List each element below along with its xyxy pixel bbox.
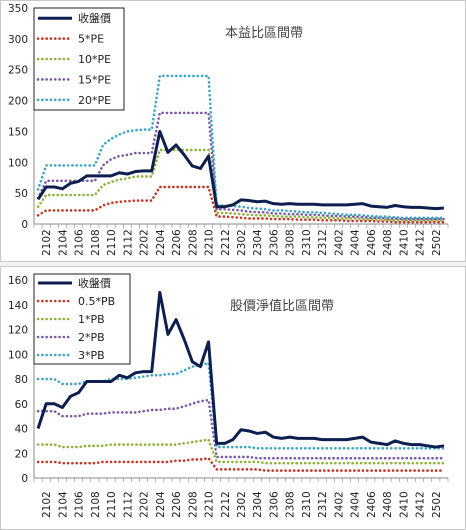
x-tick-label: 2104 bbox=[57, 229, 69, 256]
x-tick-label: 2112 bbox=[122, 229, 134, 256]
series-line-3 bbox=[36, 111, 446, 221]
pb-band-chart: 0 20 40 60 80 100 120 140 160 2102 2104 2106 2108 211… bbox=[8, 273, 449, 518]
x-tick-label: 2112 bbox=[122, 491, 134, 518]
series-line-0 bbox=[36, 129, 445, 211]
legend-label: 10*PE bbox=[78, 53, 111, 66]
legend-label: 20*PE bbox=[78, 94, 111, 107]
x-tick-label: 2310 bbox=[301, 229, 313, 256]
legend-label: 15*PE bbox=[78, 73, 111, 86]
chart-title: 本益比區間帶 bbox=[225, 26, 303, 41]
y-tick-label: 0 bbox=[21, 219, 28, 231]
x-tick-label: 2204 bbox=[155, 229, 167, 256]
legend-label: 3*PB bbox=[78, 349, 105, 362]
x-tick-label: 2204 bbox=[155, 491, 167, 518]
x-tick-label: 2108 bbox=[90, 229, 102, 256]
y-tick-label: 200 bbox=[8, 96, 28, 108]
legend-box bbox=[33, 7, 125, 111]
y-tick-label: 140 bbox=[8, 300, 28, 312]
x-tick-label: 2412 bbox=[415, 491, 427, 518]
x-tick-label: 2410 bbox=[398, 229, 410, 256]
series-line-3 bbox=[36, 398, 446, 460]
x-tick-label: 2210 bbox=[204, 229, 216, 256]
x-tick-label: 2302 bbox=[236, 491, 248, 518]
y-tick-label: 100 bbox=[8, 157, 28, 169]
x-tick-label: 2308 bbox=[285, 229, 297, 256]
legend-label: 2*PB bbox=[78, 331, 105, 344]
x-tick-label: 2404 bbox=[350, 229, 362, 256]
y-tick-label: 150 bbox=[8, 126, 28, 138]
chart-legend: 收盤價 0.5*PB 1*PB 2*PB 3*PB bbox=[33, 273, 131, 365]
y-tick-label: 50 bbox=[15, 188, 28, 200]
x-tick-label: 2502 bbox=[431, 491, 443, 518]
chart-title: 股價淨值比區間帶 bbox=[230, 298, 334, 314]
y-tick-label: 0 bbox=[21, 473, 28, 485]
x-tick-label: 2502 bbox=[431, 229, 443, 256]
y-tick-label: 300 bbox=[8, 34, 28, 46]
legend-label: 5*PE bbox=[78, 33, 104, 46]
x-tick-label: 2206 bbox=[171, 229, 183, 256]
y-tick-label: 160 bbox=[8, 275, 28, 287]
series-line-4 bbox=[36, 74, 446, 220]
pe-band-chart-panel: 0 50 100 150 200 250 300 350 2102 2104 2106 2108 211… bbox=[0, 0, 466, 262]
x-tick-label: 2102 bbox=[41, 229, 53, 256]
x-tick-label: 2206 bbox=[171, 491, 183, 518]
y-tick-label: 40 bbox=[15, 424, 28, 436]
x-tick-label: 2412 bbox=[415, 229, 427, 256]
x-tick-label: 2402 bbox=[333, 229, 345, 256]
x-tick-label: 2406 bbox=[366, 491, 378, 518]
series-line-1 bbox=[36, 456, 446, 472]
x-tick-label: 2208 bbox=[187, 491, 199, 518]
pb-band-chart-panel: 0 20 40 60 80 100 120 140 160 2102 2104 2106 2108 211… bbox=[0, 266, 466, 530]
legend-label: 1*PB bbox=[78, 313, 105, 326]
y-tick-label: 100 bbox=[8, 349, 28, 361]
x-tick-label: 2408 bbox=[382, 491, 394, 518]
panel-divider bbox=[0, 262, 466, 266]
pe-band-chart: 0 50 100 150 200 250 300 350 2102 2104 2106 2108 211… bbox=[8, 3, 449, 256]
x-tick-label: 2306 bbox=[268, 491, 280, 518]
y-tick-label: 120 bbox=[8, 325, 28, 337]
x-tick-label: 2104 bbox=[57, 491, 69, 518]
x-tick-label: 2106 bbox=[74, 229, 86, 256]
x-tick-label: 2102 bbox=[41, 491, 53, 518]
y-tick-label: 80 bbox=[15, 374, 28, 386]
x-tick-label: 2310 bbox=[301, 491, 313, 518]
legend-label: 0.5*PB bbox=[78, 295, 115, 308]
x-tick-label: 2304 bbox=[252, 229, 264, 256]
x-tick-label: 2402 bbox=[333, 491, 345, 518]
x-tick-label: 2108 bbox=[90, 491, 102, 518]
x-tick-label: 2410 bbox=[398, 491, 410, 518]
x-tick-label: 2210 bbox=[204, 491, 216, 518]
y-tick-label: 20 bbox=[15, 448, 28, 460]
series-line-1 bbox=[36, 185, 446, 224]
x-tick-label: 2308 bbox=[285, 491, 297, 518]
series-line-4 bbox=[36, 361, 446, 450]
series-line-0 bbox=[36, 290, 445, 449]
x-tick-label: 2404 bbox=[350, 491, 362, 518]
x-tick-label: 2208 bbox=[187, 229, 199, 256]
series-line-2 bbox=[36, 438, 446, 465]
x-tick-label: 2306 bbox=[268, 229, 280, 256]
x-tick-label: 2406 bbox=[366, 229, 378, 256]
y-tick-label: 60 bbox=[15, 399, 28, 411]
x-tick-label: 2202 bbox=[139, 229, 151, 256]
x-tick-label: 2408 bbox=[382, 229, 394, 256]
series-line-2 bbox=[36, 148, 446, 222]
x-tick-label: 2110 bbox=[106, 491, 118, 518]
x-tick-label: 2212 bbox=[220, 229, 232, 256]
x-tick-label: 2106 bbox=[74, 491, 86, 518]
legend-label: 收盤價 bbox=[78, 276, 111, 290]
legend-label: 收盤價 bbox=[78, 11, 111, 25]
y-tick-label: 250 bbox=[8, 65, 28, 77]
x-tick-label: 2304 bbox=[252, 491, 264, 518]
x-tick-label: 2110 bbox=[106, 229, 118, 256]
x-tick-label: 2212 bbox=[220, 491, 232, 518]
x-tick-label: 2312 bbox=[317, 229, 329, 256]
chart-legend: 收盤價 5*PE 10*PE 15*PE 20*PE bbox=[33, 7, 125, 111]
y-tick-label: 350 bbox=[8, 3, 28, 15]
x-tick-label: 2202 bbox=[139, 491, 151, 518]
x-tick-label: 2312 bbox=[317, 491, 329, 518]
x-tick-label: 2302 bbox=[236, 229, 248, 256]
